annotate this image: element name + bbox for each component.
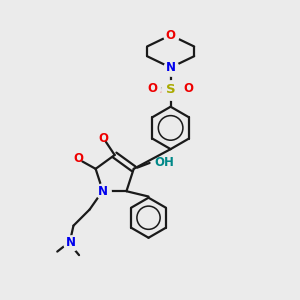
- Text: S: S: [166, 83, 175, 96]
- Text: O: O: [184, 82, 194, 95]
- Text: O: O: [98, 132, 109, 145]
- Text: N: N: [98, 185, 108, 198]
- Text: O: O: [74, 152, 83, 165]
- Text: N: N: [166, 61, 176, 74]
- Text: N: N: [65, 236, 76, 249]
- Text: OH: OH: [154, 156, 174, 169]
- Text: O: O: [147, 82, 158, 95]
- Text: O: O: [166, 29, 176, 42]
